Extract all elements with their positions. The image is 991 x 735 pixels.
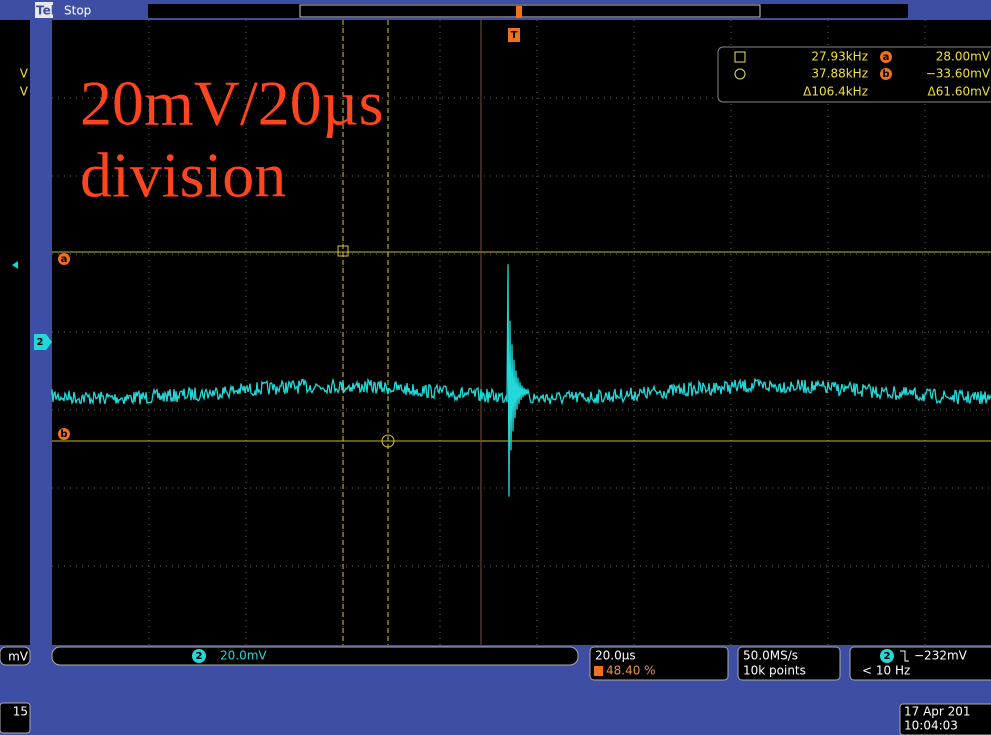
trigger-top-marker bbox=[516, 6, 522, 18]
cursor-square bbox=[337, 245, 349, 257]
channel-scale: 20.0mV bbox=[220, 649, 267, 663]
left-fragment: mV bbox=[8, 650, 29, 664]
overlay-line2: division bbox=[80, 140, 286, 211]
trigger-channel: 2 bbox=[884, 651, 891, 662]
sample-rate: 50.0MS/s bbox=[743, 649, 798, 663]
trigger-slope-icon bbox=[900, 650, 909, 662]
marker-b bbox=[58, 428, 70, 440]
channel-marker bbox=[34, 334, 52, 350]
trigger-level: −232mV bbox=[914, 649, 968, 663]
cursor-a-value: 28.00mV bbox=[936, 50, 991, 64]
grid bbox=[52, 20, 991, 645]
trigger-channel-badge bbox=[880, 649, 894, 663]
left-box bbox=[0, 702, 31, 734]
trigger-marker-label: T bbox=[511, 30, 518, 41]
channel-marker-label: 2 bbox=[37, 337, 44, 348]
status: Stop bbox=[64, 4, 91, 18]
readout-a bbox=[880, 51, 892, 63]
record-window bbox=[299, 4, 761, 18]
cursor1-freq: 27.93kHz bbox=[811, 50, 868, 64]
readout-square bbox=[734, 51, 746, 63]
waveform bbox=[51, 264, 991, 497]
record-length: 10k points bbox=[743, 664, 806, 678]
delta-v: Δ61.60mV bbox=[928, 85, 991, 99]
timebase-box bbox=[589, 646, 729, 681]
brand-box bbox=[35, 2, 53, 18]
readout-circle bbox=[734, 68, 746, 80]
channel-badge bbox=[192, 649, 206, 663]
trigger-marker bbox=[508, 28, 520, 42]
cursor-circle bbox=[381, 434, 395, 448]
overlay-line1: 20mV/20µs bbox=[80, 68, 384, 139]
readout-box bbox=[717, 46, 991, 103]
left-fragment: 15 bbox=[13, 705, 28, 719]
left-screen bbox=[0, 20, 30, 645]
brand: Tek bbox=[36, 4, 60, 18]
left-fragment: V bbox=[20, 85, 29, 99]
left-marker bbox=[12, 261, 18, 269]
trigger-filter: < 10 Hz bbox=[862, 664, 910, 678]
delta-freq: Δ106.4kHz bbox=[803, 85, 868, 99]
left-pill bbox=[0, 646, 31, 666]
date: 17 Apr 201 bbox=[904, 705, 971, 719]
readout-a-label: a bbox=[883, 52, 890, 63]
cursor2-freq: 37.88kHz bbox=[811, 67, 868, 81]
record-bar bbox=[148, 4, 908, 18]
channel-pill bbox=[51, 646, 579, 666]
datetime-box bbox=[899, 703, 991, 735]
left-fragment: V bbox=[20, 67, 29, 81]
marker-a-label: a bbox=[61, 254, 68, 265]
timebase-position: 48.40 % bbox=[606, 664, 656, 678]
time: 10:04:03 bbox=[904, 719, 958, 733]
readout-b-label: b bbox=[882, 69, 889, 80]
channel-number: 2 bbox=[196, 651, 203, 662]
acquisition-box bbox=[737, 646, 841, 681]
timebase-trigger-icon bbox=[594, 666, 603, 676]
readout-b bbox=[880, 68, 892, 80]
marker-b-label: b bbox=[60, 429, 67, 440]
cursor-b-value: −33.60mV bbox=[926, 67, 991, 81]
timebase-scale: 20.0µs bbox=[595, 649, 636, 663]
marker-a bbox=[58, 253, 70, 265]
